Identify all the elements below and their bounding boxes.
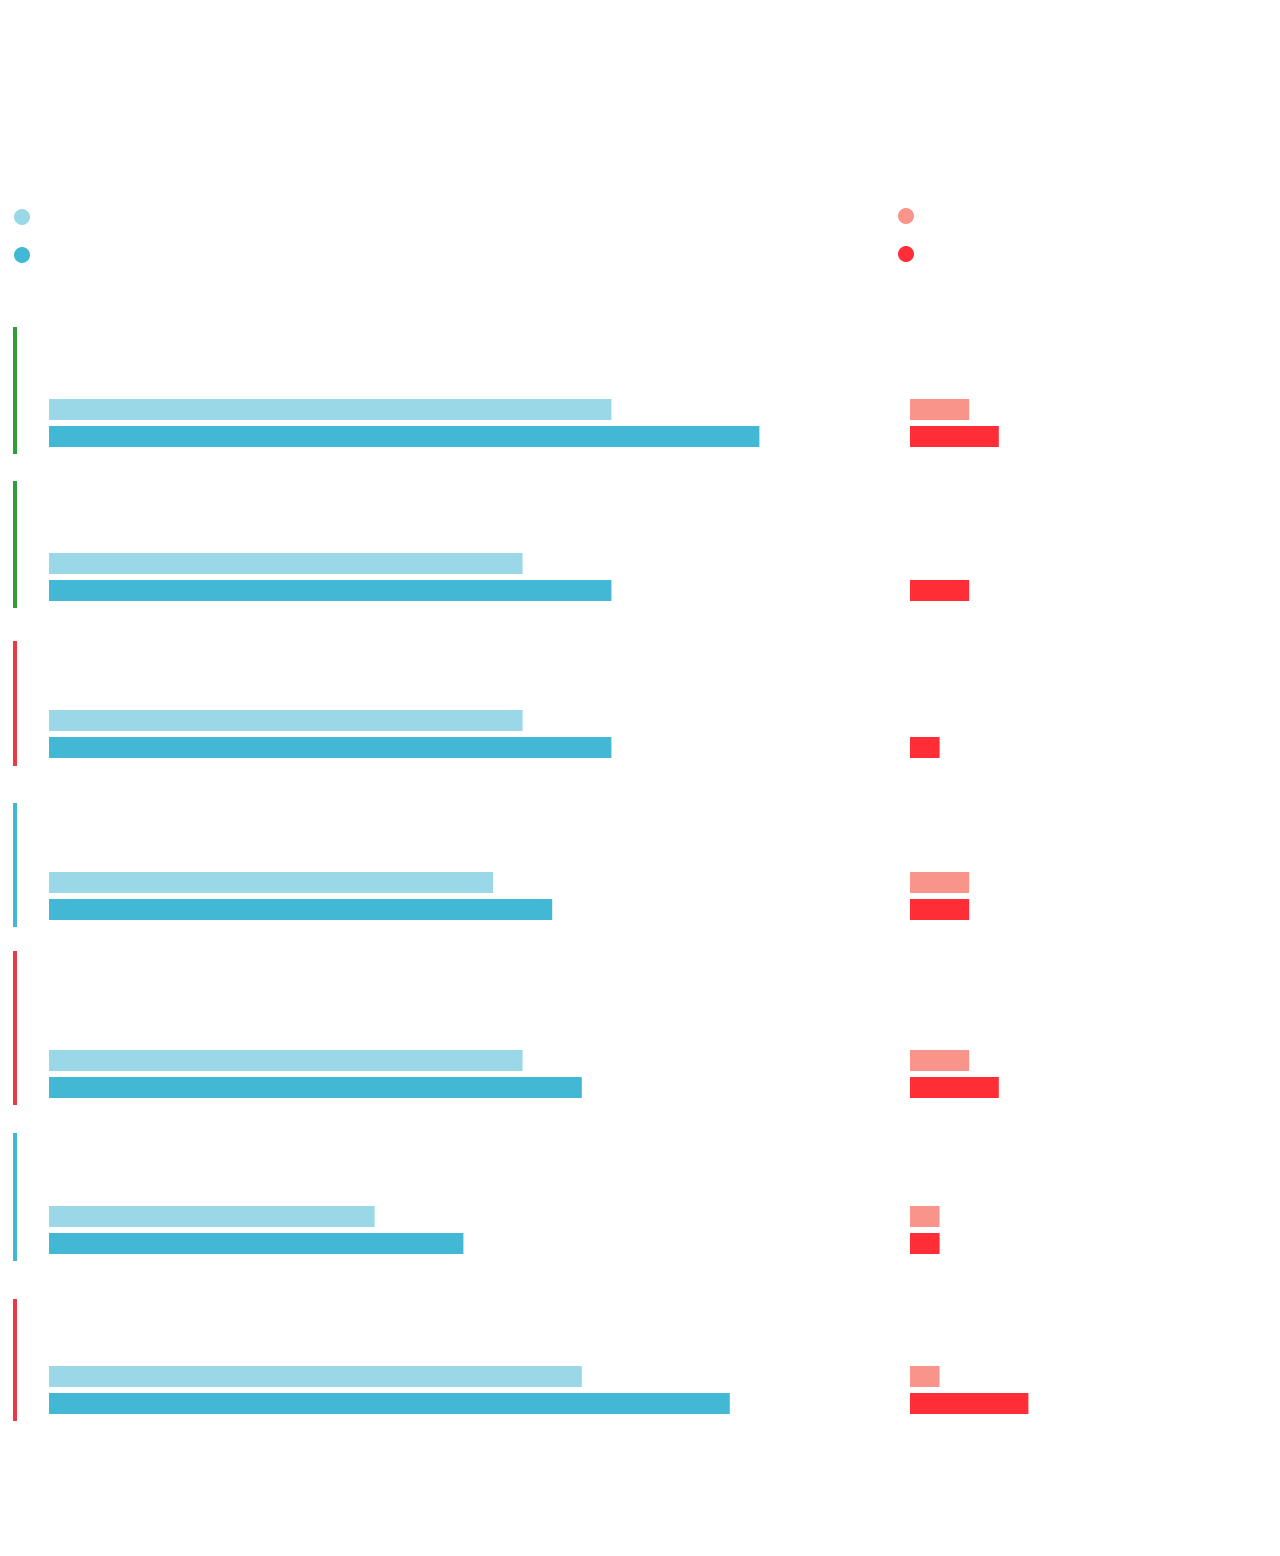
row-indicator bbox=[13, 327, 17, 454]
bar bbox=[49, 1233, 464, 1254]
bar bbox=[49, 426, 760, 447]
bar bbox=[910, 1077, 999, 1098]
legend-marker bbox=[14, 247, 30, 263]
bar bbox=[910, 737, 940, 758]
row-indicator bbox=[13, 1299, 17, 1421]
bar bbox=[49, 399, 612, 420]
bar bbox=[49, 737, 612, 758]
bar bbox=[910, 1206, 940, 1227]
bar bbox=[910, 426, 999, 447]
bar bbox=[49, 553, 523, 574]
bar bbox=[49, 1393, 730, 1414]
bar bbox=[49, 872, 493, 893]
row-indicator bbox=[13, 803, 17, 927]
bar bbox=[910, 1393, 1029, 1414]
bar bbox=[910, 1233, 940, 1254]
bar bbox=[49, 580, 612, 601]
bar bbox=[910, 580, 970, 601]
bar bbox=[49, 1050, 523, 1071]
row-indicator bbox=[13, 951, 17, 1105]
row-indicator bbox=[13, 641, 17, 766]
bar bbox=[910, 899, 970, 920]
legend-marker bbox=[898, 246, 914, 262]
bar bbox=[49, 1206, 375, 1227]
legend-marker bbox=[14, 209, 30, 225]
bar bbox=[910, 872, 970, 893]
bar bbox=[49, 710, 523, 731]
bar bbox=[910, 1366, 940, 1387]
bar bbox=[49, 1366, 582, 1387]
bar bbox=[49, 1077, 582, 1098]
bar bbox=[49, 899, 553, 920]
row-indicator bbox=[13, 481, 17, 608]
bar bbox=[910, 399, 970, 420]
row-indicator bbox=[13, 1133, 17, 1261]
bar bbox=[910, 1050, 970, 1071]
legend-marker bbox=[898, 208, 914, 224]
